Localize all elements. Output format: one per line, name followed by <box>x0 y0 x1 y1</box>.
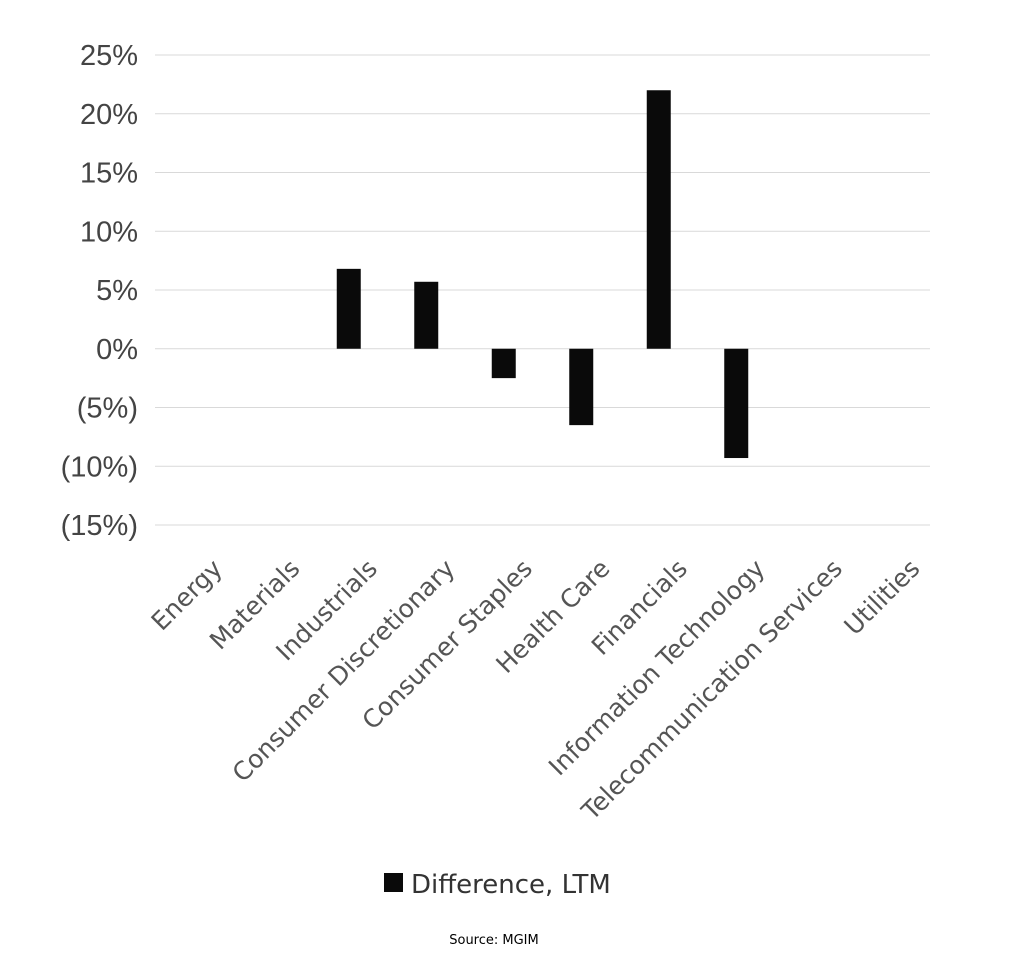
bar <box>491 348 516 379</box>
y-tick-label: 10% <box>80 216 138 248</box>
source-note: Source: MGIM <box>449 933 539 948</box>
y-axis-tick-labels: 25% 20% 15% 10% 5% 0% (5%) (10%) (15%) <box>61 40 138 542</box>
bar <box>646 90 671 349</box>
grid-lines <box>155 54 930 526</box>
y-tick-label: 20% <box>80 99 138 131</box>
x-tick-label: Utilities <box>838 554 925 641</box>
y-tick-label: (10%) <box>61 451 138 483</box>
legend: Difference, LTM <box>384 870 611 900</box>
y-tick-label: 0% <box>96 334 138 366</box>
legend-label: Difference, LTM <box>411 870 611 900</box>
bars <box>336 90 749 459</box>
y-tick-label: 25% <box>80 40 138 72</box>
bar <box>569 348 594 426</box>
y-tick-label: 5% <box>96 275 138 307</box>
bar <box>724 348 749 459</box>
bar <box>414 281 439 349</box>
y-tick-label: 15% <box>80 158 138 190</box>
bar <box>336 268 361 349</box>
y-tick-label: (15%) <box>61 510 138 542</box>
legend-swatch <box>384 873 403 892</box>
y-tick-label: (5%) <box>77 393 138 425</box>
